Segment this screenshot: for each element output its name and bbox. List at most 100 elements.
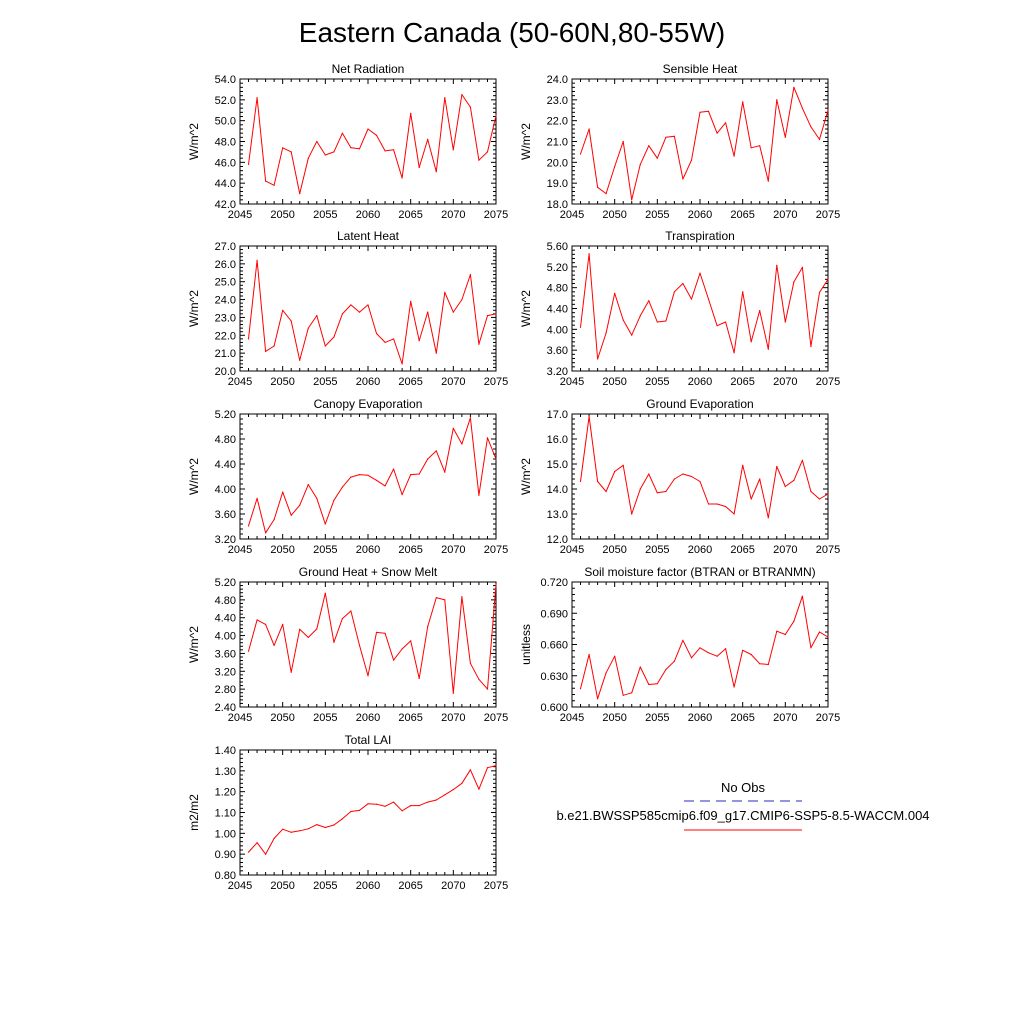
- data-point: [776, 99, 778, 101]
- data-point: [784, 321, 786, 323]
- data-point: [299, 359, 301, 361]
- data-point: [614, 655, 616, 657]
- data-point: [631, 513, 633, 515]
- x-tick-label: 2050: [602, 712, 626, 724]
- data-point: [307, 636, 309, 639]
- data-point: [639, 315, 641, 317]
- data-point: [733, 686, 735, 688]
- y-axis-label: W/m^2: [519, 458, 533, 495]
- y-axis-label: W/m^2: [187, 290, 201, 327]
- data-point: [699, 272, 701, 274]
- data-point: [639, 488, 641, 490]
- chart-panel-8: 2045 2050 2055 2060 2065 2070 2075 0.600 0.630 0.…: [519, 565, 840, 724]
- data-point: [639, 163, 641, 165]
- data-point: [469, 769, 471, 771]
- y-tick-label: 4.40: [215, 459, 236, 471]
- data-point: [316, 140, 318, 143]
- y-tick-label: 16.0: [547, 434, 568, 446]
- x-tick-label: 2055: [313, 712, 337, 724]
- data-point: [793, 479, 795, 481]
- data-point: [656, 492, 658, 494]
- data-point: [444, 599, 446, 601]
- y-tick-label: 3.60: [215, 509, 236, 521]
- data-point: [673, 478, 676, 480]
- x-tick-label: 2045: [560, 712, 584, 724]
- chart-panel-6: 2045 2050 2055 2060 2065 2070 2075 12.0 13.0 14.0…: [519, 397, 840, 556]
- data-point: [375, 803, 378, 805]
- data-point: [350, 476, 352, 478]
- data-point: [410, 474, 412, 476]
- data-point: [444, 794, 446, 796]
- data-point: [401, 363, 403, 365]
- data-point: [358, 311, 361, 313]
- data-point: [273, 837, 275, 840]
- y-tick-label: 1.40: [215, 745, 236, 757]
- data-point: [793, 281, 795, 283]
- x-tick-label: 2050: [270, 376, 294, 388]
- data-point: [810, 126, 812, 128]
- chart-panel-1: 2045 2050 2055 2060 2065 2070 2075 42.0 44.0 46.0…: [187, 62, 508, 221]
- data-point: [367, 803, 369, 805]
- data-point: [393, 468, 395, 470]
- data-point: [273, 519, 275, 521]
- data-point: [682, 282, 684, 285]
- x-tick-label: 2050: [602, 544, 626, 556]
- data-point: [690, 657, 693, 659]
- data-point: [290, 831, 292, 833]
- data-point: [605, 193, 607, 195]
- chart-panel-4: 2045 2050 2055 2060 2065 2070 2075 3.20 3.60 4.00…: [519, 229, 840, 388]
- data-point: [350, 810, 352, 813]
- y-tick-label: 0.80: [215, 870, 236, 882]
- data-point: [247, 650, 250, 652]
- data-point: [427, 138, 429, 140]
- data-point: [307, 157, 309, 159]
- x-tick-label: 2070: [441, 712, 465, 724]
- data-point: [622, 140, 624, 143]
- data-point: [810, 490, 812, 493]
- data-point: [716, 503, 718, 505]
- data-point: [682, 473, 684, 475]
- y-tick-label: 23.0: [547, 95, 568, 107]
- x-tick-label: 2050: [602, 376, 626, 388]
- data-point: [750, 341, 752, 343]
- y-tick-label: 50.0: [215, 116, 236, 128]
- data-point: [827, 109, 829, 111]
- x-tick-label: 2060: [356, 544, 380, 556]
- data-point: [495, 458, 497, 460]
- data-point: [444, 97, 446, 99]
- data-point: [469, 106, 471, 108]
- data-point: [435, 799, 437, 801]
- data-point: [375, 479, 378, 481]
- data-point: [622, 464, 624, 466]
- y-tick-label: 44.0: [215, 178, 236, 190]
- x-tick-label: 2075: [816, 376, 840, 388]
- data-point: [793, 86, 795, 88]
- data-point: [461, 94, 463, 96]
- data-point: [478, 494, 480, 496]
- plot-frame: [239, 245, 497, 372]
- data-point: [290, 514, 292, 516]
- x-tick-label: 2070: [773, 376, 797, 388]
- y-tick-label: 0.630: [540, 671, 568, 683]
- x-tick-label: 2045: [228, 376, 252, 388]
- data-point: [410, 640, 412, 642]
- y-tick-label: 54.0: [215, 74, 236, 86]
- data-point: [486, 315, 489, 317]
- data-point: [333, 336, 335, 338]
- x-tick-label: 2075: [484, 376, 508, 388]
- data-point: [401, 494, 403, 496]
- data-point: [588, 128, 590, 130]
- data-point: [682, 639, 684, 641]
- data-point: [648, 300, 650, 302]
- data-point: [410, 112, 412, 114]
- data-point: [393, 338, 395, 340]
- data-point: [341, 132, 343, 134]
- data-point: [818, 631, 821, 633]
- y-tick-label: 3.20: [215, 666, 236, 678]
- legend-case-label: b.e21.BWSSP585cmip6.f09_g17.CMIP6-SSP5-8…: [556, 808, 929, 823]
- data-point: [665, 668, 667, 671]
- data-point: [427, 801, 429, 803]
- data-point: [579, 153, 582, 155]
- data-point: [648, 145, 650, 147]
- x-tick-label: 2045: [560, 544, 584, 556]
